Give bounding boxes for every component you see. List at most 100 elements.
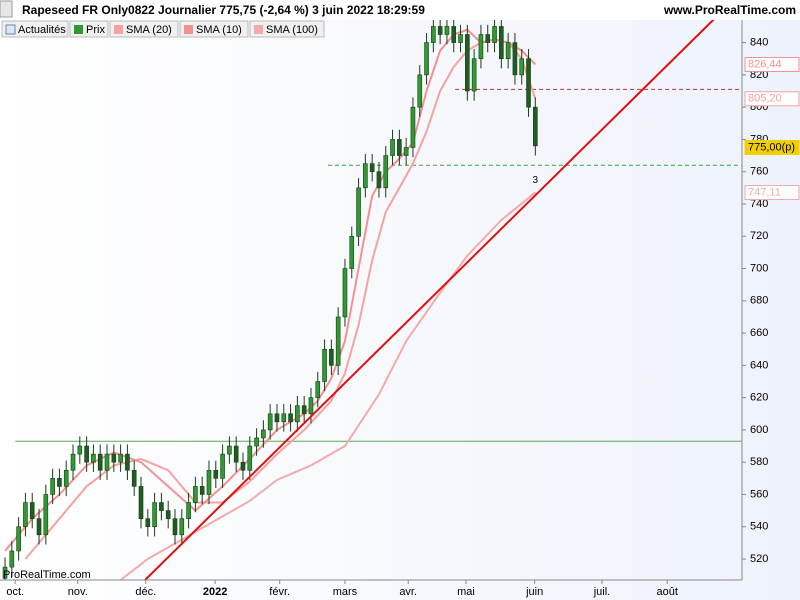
x-tick-label: avr. bbox=[399, 586, 417, 598]
legend-tab[interactable] bbox=[109, 20, 179, 38]
candle-body bbox=[492, 26, 497, 43]
candle-body bbox=[335, 316, 341, 366]
candle-body bbox=[458, 34, 463, 43]
window-icon[interactable] bbox=[0, 0, 13, 18]
candle-body bbox=[213, 469, 219, 479]
candle-body bbox=[308, 397, 314, 415]
y-tick-label: 700 bbox=[750, 262, 768, 274]
legend-label: SMA (10) bbox=[196, 24, 242, 36]
candle-body bbox=[526, 58, 531, 108]
y-tick-label: 640 bbox=[750, 359, 768, 371]
candle-body bbox=[410, 106, 416, 148]
candle-body bbox=[376, 171, 382, 189]
candle-body bbox=[111, 453, 117, 463]
value-label-box bbox=[744, 185, 800, 201]
x-tick-label: juil. bbox=[593, 586, 611, 598]
candle-body bbox=[91, 453, 96, 463]
candle-body bbox=[424, 42, 429, 76]
candle-body bbox=[97, 453, 103, 471]
legend-label: SMA (100) bbox=[266, 24, 318, 36]
y-tick-label: 680 bbox=[750, 295, 768, 307]
candle-body bbox=[369, 163, 375, 173]
candle-body bbox=[233, 445, 239, 463]
candle-body bbox=[288, 413, 293, 423]
y-tick-label: 560 bbox=[750, 488, 768, 500]
value-label: 775,00(p) bbox=[748, 141, 795, 153]
x-tick-label: mai bbox=[457, 586, 475, 598]
candle-body bbox=[533, 106, 538, 147]
y-tick-label: 720 bbox=[750, 230, 768, 242]
y-tick-label: 660 bbox=[750, 327, 768, 339]
candle-body bbox=[349, 235, 355, 269]
candle-body bbox=[118, 453, 123, 463]
candle-body bbox=[247, 445, 253, 471]
x-tick-label: déc. bbox=[135, 586, 156, 598]
candle-body bbox=[199, 486, 205, 495]
candle-body bbox=[403, 147, 409, 156]
candle-body bbox=[186, 502, 191, 519]
candle-body bbox=[172, 518, 178, 536]
candle-body bbox=[478, 34, 484, 60]
value-label-box bbox=[744, 139, 800, 155]
candle-body bbox=[281, 413, 287, 423]
x-tick-label: oct. bbox=[6, 586, 24, 598]
candle-body bbox=[9, 550, 15, 568]
x-tick-label: août bbox=[657, 586, 678, 598]
y-tick-label: 620 bbox=[750, 392, 768, 404]
candle-body bbox=[295, 405, 300, 423]
candle-body bbox=[240, 461, 246, 471]
candle-body bbox=[519, 58, 525, 76]
candle-body bbox=[485, 34, 491, 43]
candle-body bbox=[165, 510, 171, 519]
legend: Actualités Prix SMA (20) SMA (10) SMA (100) bbox=[1, 20, 325, 38]
value-label: 747,11 bbox=[748, 186, 781, 198]
y-tick-label: 540 bbox=[750, 521, 768, 533]
tab-icon bbox=[5, 24, 16, 35]
candle-body bbox=[390, 139, 395, 156]
candle-body bbox=[417, 74, 423, 108]
candle-body bbox=[383, 155, 389, 189]
candle-body bbox=[274, 413, 280, 423]
candle-body bbox=[104, 453, 110, 471]
candle-body bbox=[431, 26, 436, 43]
candle-body bbox=[356, 187, 361, 237]
candle-body bbox=[23, 502, 28, 528]
candle-body bbox=[16, 526, 21, 552]
value-label-box bbox=[744, 56, 800, 72]
candle-body bbox=[152, 502, 157, 528]
candle-body bbox=[43, 494, 49, 536]
sma-line bbox=[119, 191, 536, 580]
candle-body bbox=[465, 34, 470, 92]
y-tick-label: 520 bbox=[750, 553, 768, 565]
legend-tab[interactable] bbox=[179, 20, 249, 38]
value-label: 805,20 bbox=[748, 93, 782, 105]
x-tick-label: nov. bbox=[68, 586, 88, 598]
candle-body bbox=[63, 469, 69, 487]
candle-body bbox=[131, 469, 137, 487]
candle-body bbox=[84, 445, 89, 463]
candle-body bbox=[437, 26, 443, 35]
plot-area: 3 bbox=[2, 20, 742, 580]
legend-tab[interactable] bbox=[1, 20, 69, 38]
candle-body bbox=[50, 478, 55, 495]
legend-swatch bbox=[74, 25, 83, 34]
candle-body bbox=[220, 453, 225, 479]
trend-line bbox=[144, 20, 715, 580]
candle-body bbox=[329, 348, 334, 366]
candle-body bbox=[322, 348, 327, 382]
y-tick-label: 580 bbox=[750, 456, 768, 468]
candle-body bbox=[444, 26, 450, 35]
legend-swatch bbox=[254, 25, 263, 34]
legend-tab[interactable] bbox=[249, 20, 325, 38]
candle-body bbox=[261, 429, 266, 439]
value-label-box bbox=[744, 91, 800, 107]
header-bar bbox=[0, 0, 800, 20]
candle-body bbox=[138, 486, 144, 519]
candle-body bbox=[267, 413, 273, 431]
value-label: 826,44 bbox=[748, 58, 782, 70]
sma-line bbox=[4, 28, 537, 552]
y-tick-label: 840 bbox=[750, 36, 768, 48]
candle-body bbox=[206, 469, 212, 495]
candle-body bbox=[2, 566, 8, 579]
legend-label: Prix bbox=[86, 24, 105, 36]
